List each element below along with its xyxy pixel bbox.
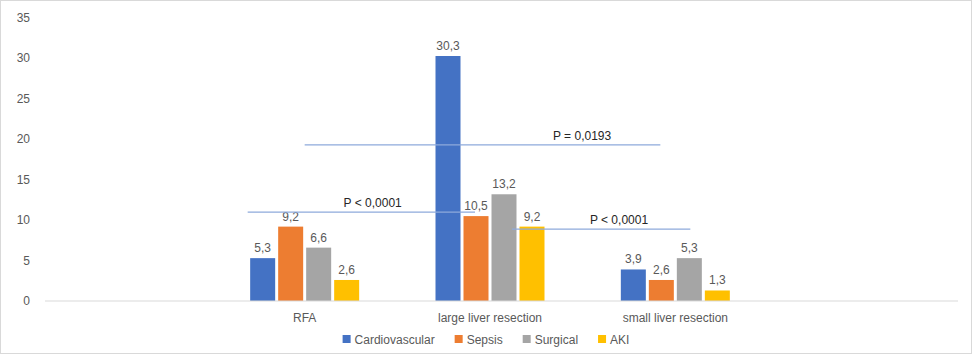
data-label: 5,3 bbox=[681, 241, 698, 255]
data-label: 1,3 bbox=[709, 273, 726, 287]
data-label: 10,5 bbox=[464, 199, 488, 213]
y-tick bbox=[32, 18, 36, 19]
data-label: 6,6 bbox=[310, 231, 327, 245]
bar bbox=[520, 227, 545, 301]
bar bbox=[621, 269, 646, 301]
bar bbox=[464, 216, 489, 301]
data-label: 5,3 bbox=[254, 241, 271, 255]
annotation: P < 0,0001 bbox=[590, 213, 648, 227]
data-label: 2,6 bbox=[653, 263, 670, 277]
bar bbox=[492, 194, 517, 301]
bar bbox=[306, 248, 331, 301]
annotation: P < 0,0001 bbox=[344, 196, 402, 210]
legend-label: AKI bbox=[610, 333, 629, 347]
y-tick-label: 15 bbox=[17, 173, 31, 187]
y-tick bbox=[32, 220, 36, 221]
legend-swatch bbox=[598, 335, 606, 343]
y-tick-label: 10 bbox=[17, 213, 31, 227]
significance-line bbox=[305, 144, 661, 145]
y-tick bbox=[32, 58, 36, 59]
y-tick-label: 0 bbox=[23, 294, 30, 308]
data-label: 30,3 bbox=[436, 39, 460, 53]
y-tick bbox=[32, 98, 36, 99]
legend-label: Surgical bbox=[535, 333, 578, 347]
x-axis-line bbox=[45, 301, 958, 302]
data-label: 2,6 bbox=[338, 263, 355, 277]
bar bbox=[677, 258, 702, 301]
y-tick-label: 25 bbox=[17, 92, 31, 106]
annotation: P = 0,0193 bbox=[553, 129, 611, 143]
x-tick-label: small liver resection bbox=[623, 311, 728, 325]
y-tick bbox=[32, 260, 36, 261]
data-label: 9,2 bbox=[524, 210, 541, 224]
bar bbox=[278, 227, 303, 301]
chart-frame bbox=[1, 1, 972, 354]
bar bbox=[334, 280, 359, 301]
legend: Cardiovascular Sepsis Surgical AKI bbox=[343, 333, 630, 347]
legend-label: Cardiovascular bbox=[355, 333, 435, 347]
bar bbox=[250, 258, 275, 301]
chart: 0 5 10 15 20 25 30 35 5,3 30,3 3,9 9,2 10,5 2,6 6,6 13,… bbox=[0, 0, 972, 354]
legend-swatch bbox=[523, 335, 531, 343]
y-tick bbox=[32, 301, 36, 302]
x-tick-label: RFA bbox=[293, 311, 316, 325]
significance-line bbox=[512, 228, 690, 229]
bar bbox=[649, 280, 674, 301]
data-label: 3,9 bbox=[625, 252, 642, 266]
bar bbox=[436, 56, 461, 301]
data-label: 13,2 bbox=[492, 177, 516, 191]
bars bbox=[250, 56, 730, 301]
bar bbox=[705, 290, 730, 301]
legend-swatch bbox=[343, 335, 351, 343]
y-tick-label: 20 bbox=[17, 132, 31, 146]
y-tick bbox=[32, 179, 36, 180]
y-tick bbox=[32, 139, 36, 140]
legend-swatch bbox=[455, 335, 463, 343]
legend-label: Sepsis bbox=[467, 333, 503, 347]
y-tick-label: 30 bbox=[17, 51, 31, 65]
y-tick-label: 5 bbox=[23, 254, 30, 268]
significance-line bbox=[248, 211, 475, 212]
x-tick-label: large liver resection bbox=[438, 311, 542, 325]
y-tick-label: 35 bbox=[17, 11, 31, 25]
